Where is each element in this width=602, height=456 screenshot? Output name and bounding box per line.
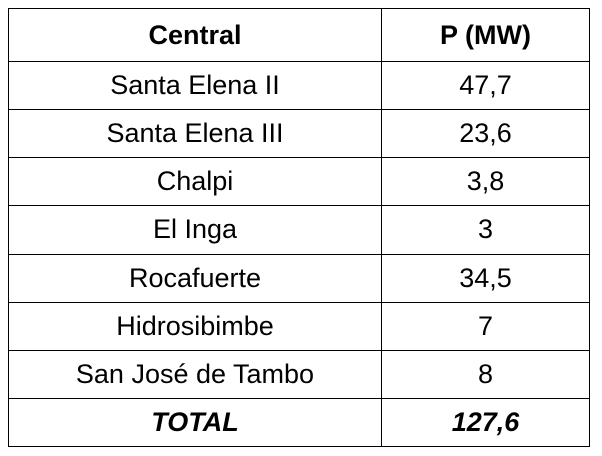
table-row: Hidrosibimbe 7 <box>8 301 590 351</box>
table-cell: San José de Tambo <box>8 349 382 399</box>
table-cell: Rocafuerte <box>8 253 382 303</box>
table-cell: 34,5 <box>381 253 590 303</box>
table-row: Rocafuerte 34,5 <box>8 253 590 303</box>
table-row: El Inga 3 <box>8 205 590 255</box>
total-cell: 127,6 <box>381 397 590 448</box>
table-cell: Chalpi <box>8 157 382 207</box>
table-cell: 47,7 <box>381 60 590 111</box>
power-table: Central P (MW) Santa Elena II 47,7 Santa E… <box>8 8 590 448</box>
header-cell: Central <box>8 8 382 62</box>
header-row: Central P (MW) <box>8 8 590 62</box>
table-cell: Hidrosibimbe <box>8 301 382 351</box>
table-row: Chalpi 3,8 <box>8 157 590 207</box>
table-body: Santa Elena II 47,7 Santa Elena III 23,6 Cha… <box>8 60 590 448</box>
table-row: Santa Elena II 47,7 <box>8 60 590 111</box>
table-row: San José de Tambo 8 <box>8 349 590 399</box>
table-cell: 23,6 <box>381 109 590 159</box>
table-cell: 3,8 <box>381 157 590 207</box>
table-cell: 8 <box>381 349 590 399</box>
table-cell: El Inga <box>8 205 382 255</box>
header-cell: P (MW) <box>381 8 590 62</box>
table-cell: Santa Elena II <box>8 60 382 111</box>
table-cell: 7 <box>381 301 590 351</box>
table-cell: Santa Elena III <box>8 109 382 159</box>
total-cell: TOTAL <box>8 397 382 448</box>
table-cell: 3 <box>381 205 590 255</box>
total-row: TOTAL 127,6 <box>8 397 590 448</box>
table-row: Santa Elena III 23,6 <box>8 109 590 159</box>
